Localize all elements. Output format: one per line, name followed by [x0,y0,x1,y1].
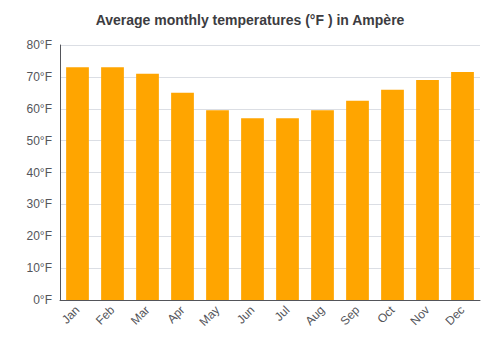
svg-text:Apr: Apr [164,303,187,326]
svg-text:Oct: Oct [374,303,398,327]
svg-text:10°F: 10°F [27,261,52,275]
svg-text:Jun: Jun [234,303,258,327]
svg-text:30°F: 30°F [27,197,52,211]
svg-text:Sep: Sep [337,303,362,328]
svg-text:Nov: Nov [407,303,432,328]
svg-text:Jan: Jan [59,303,83,327]
svg-text:May: May [197,303,223,329]
svg-text:Jul: Jul [272,303,293,324]
svg-text:40°F: 40°F [27,166,52,180]
svg-text:70°F: 70°F [27,70,52,84]
svg-text:Average monthly temperatures (: Average monthly temperatures (°F ) in Am… [96,12,405,28]
svg-text:20°F: 20°F [27,229,52,243]
svg-text:50°F: 50°F [27,134,52,148]
svg-text:Dec: Dec [442,303,467,328]
svg-text:Feb: Feb [93,303,118,328]
svg-text:Mar: Mar [128,303,153,327]
svg-text:80°F: 80°F [27,38,52,52]
svg-text:Aug: Aug [302,303,327,328]
svg-text:0°F: 0°F [33,293,52,307]
svg-text:60°F: 60°F [27,102,52,116]
